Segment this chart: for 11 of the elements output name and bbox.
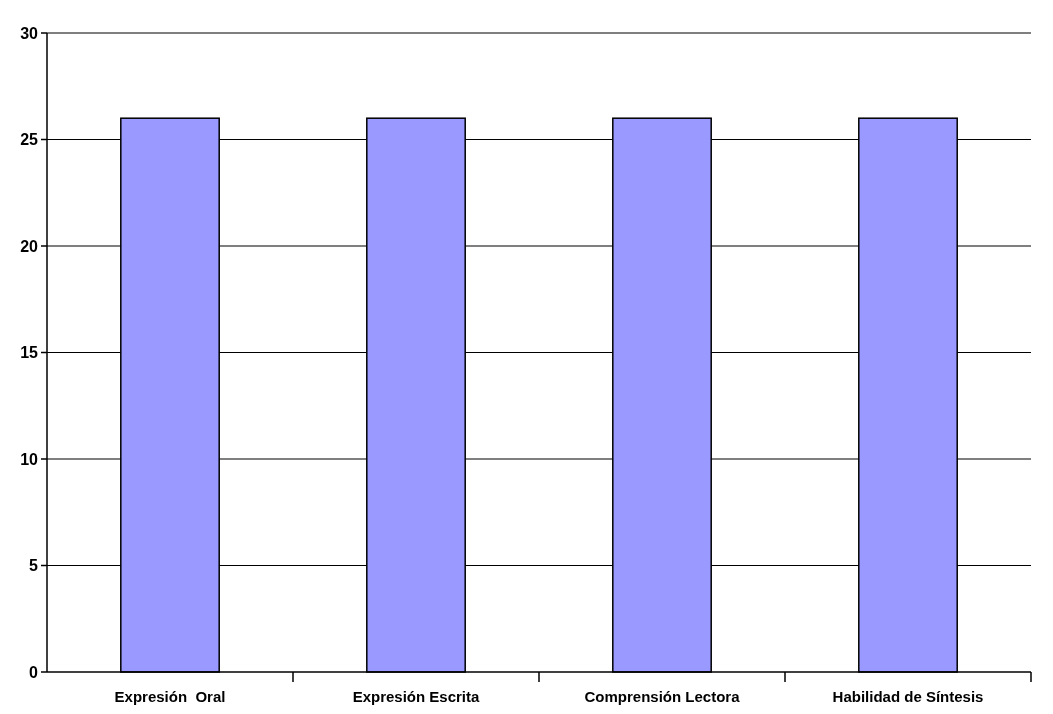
y-tick-label: 10 [20,450,39,468]
y-tick-label: 30 [20,24,39,42]
x-tick-label: Comprensión Lectora [584,688,741,705]
y-tick-label: 5 [29,557,39,575]
y-tick-label: 20 [20,237,39,255]
x-tick-label: Habilidad de Síntesis [832,688,984,705]
y-tick-label: 25 [20,131,39,149]
x-tick-label: Expresión Escrita [352,688,481,705]
y-tick-label: 15 [20,344,39,362]
x-tick-label: Expresión Oral [114,688,226,705]
y-tick-label: 0 [29,663,39,681]
